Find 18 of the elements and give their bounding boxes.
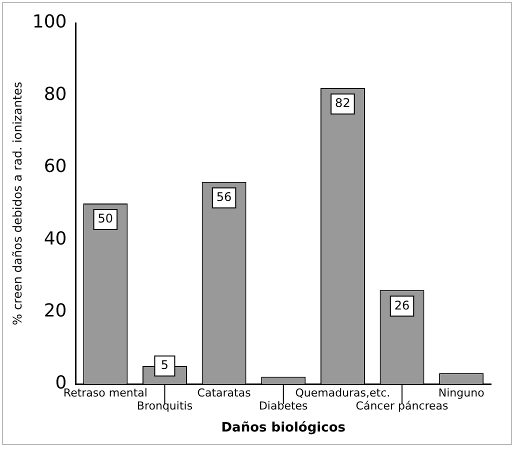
x-tick-label: Cáncer páncreas xyxy=(356,400,449,413)
data-label: 5 xyxy=(160,358,169,372)
y-axis-title: % creen daños debidos a rad. ionizantes xyxy=(10,82,24,326)
x-tick-label: Quemaduras,etc. xyxy=(295,386,390,400)
x-tick-label: Cataratas xyxy=(197,386,252,400)
data-label: 56 xyxy=(216,190,232,204)
y-tick-label: 60 xyxy=(44,156,67,178)
data-label: 26 xyxy=(394,298,410,312)
x-tick-label: Bronquitis xyxy=(136,400,193,413)
x-tick-label: Diabetes xyxy=(258,400,308,413)
data-label: 82 xyxy=(335,96,350,110)
y-tick-label: 20 xyxy=(44,300,67,322)
y-tick-label: 40 xyxy=(44,228,67,250)
x-tick-label: Ninguno xyxy=(438,386,485,400)
y-tick-label: 100 xyxy=(32,12,67,33)
y-tick-label: 80 xyxy=(44,84,67,105)
x-axis-title: Daños biológicos xyxy=(221,420,346,436)
data-label: 50 xyxy=(98,212,114,226)
